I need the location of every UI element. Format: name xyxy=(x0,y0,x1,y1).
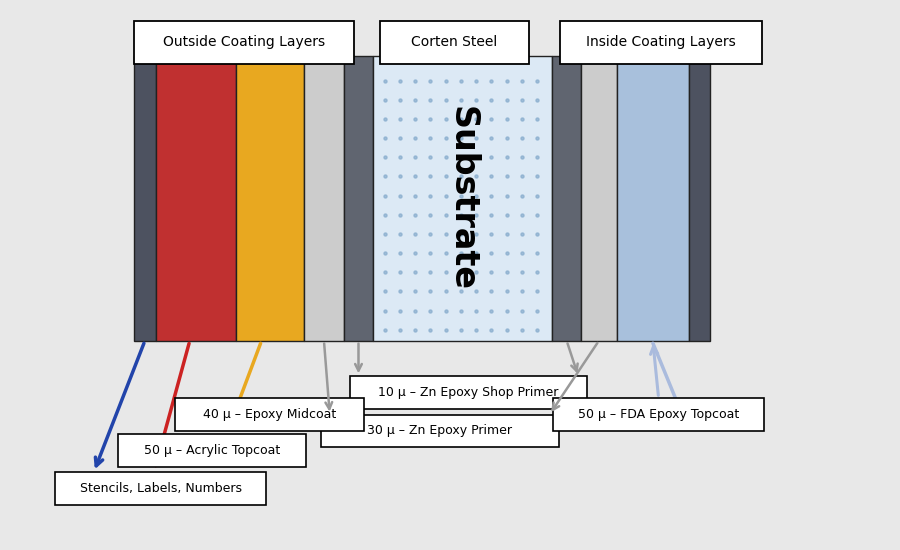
Text: Inside Coating Layers: Inside Coating Layers xyxy=(586,35,735,50)
Bar xyxy=(616,56,688,340)
Bar xyxy=(134,56,156,340)
Bar xyxy=(320,415,559,447)
Text: Outside Coating Layers: Outside Coating Layers xyxy=(163,35,325,50)
Bar xyxy=(156,56,237,340)
Bar xyxy=(176,398,364,431)
Bar xyxy=(688,56,710,340)
Bar xyxy=(373,56,553,340)
Bar xyxy=(55,472,266,505)
Bar xyxy=(554,398,764,431)
Text: Substrate: Substrate xyxy=(446,106,479,291)
Bar xyxy=(118,434,306,466)
Bar xyxy=(349,376,588,409)
FancyBboxPatch shape xyxy=(134,20,354,64)
Bar xyxy=(304,56,344,340)
Text: Stencils, Labels, Numbers: Stencils, Labels, Numbers xyxy=(79,482,241,495)
Text: 40 μ – Epoxy Midcoat: 40 μ – Epoxy Midcoat xyxy=(203,408,337,421)
Text: 50 μ – Acrylic Topcoat: 50 μ – Acrylic Topcoat xyxy=(144,444,281,456)
FancyBboxPatch shape xyxy=(381,20,528,64)
Bar xyxy=(344,56,373,340)
Text: 50 μ – FDA Epoxy Topcoat: 50 μ – FDA Epoxy Topcoat xyxy=(578,408,739,421)
Text: 30 μ – Zn Epoxy Primer: 30 μ – Zn Epoxy Primer xyxy=(367,425,512,437)
Bar xyxy=(553,56,581,340)
Bar xyxy=(237,56,304,340)
Bar xyxy=(581,56,616,340)
FancyBboxPatch shape xyxy=(560,20,761,64)
Text: Corten Steel: Corten Steel xyxy=(411,35,498,50)
Text: 10 μ – Zn Epoxy Shop Primer: 10 μ – Zn Epoxy Shop Primer xyxy=(378,386,559,399)
